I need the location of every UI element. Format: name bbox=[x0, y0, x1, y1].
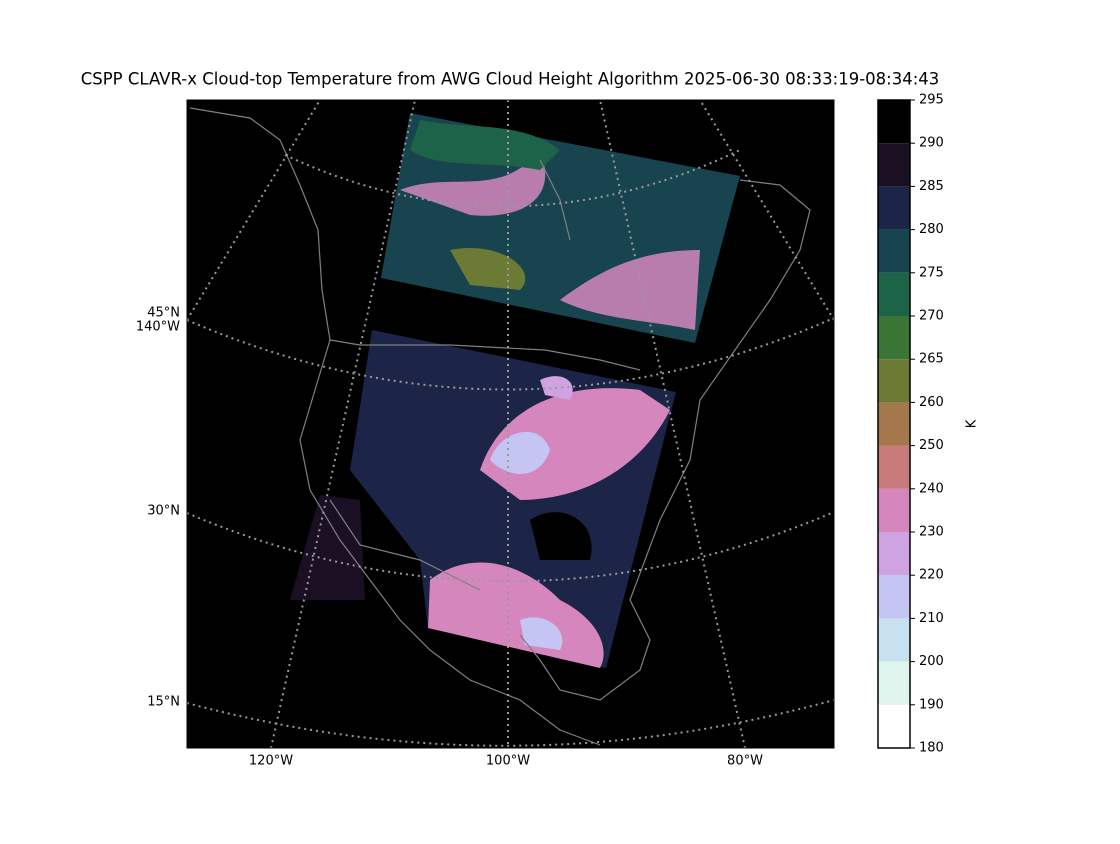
cloud-patch bbox=[410, 120, 560, 170]
colorbar-segment bbox=[878, 445, 910, 489]
colorbar: 180 190 200 210 220 230 240 250 260 265 270 275 280 2… bbox=[877, 93, 944, 756]
parallel bbox=[284, 149, 741, 208]
colorbar-segment bbox=[878, 704, 910, 748]
colorbar-segment bbox=[878, 532, 910, 576]
lon-label: 120°W bbox=[249, 754, 293, 769]
colorbar-segment bbox=[878, 575, 910, 619]
lon-label: 80°W bbox=[727, 754, 763, 769]
colorbar-segment bbox=[878, 661, 910, 705]
coastline bbox=[519, 179, 811, 701]
colorbar-tick-label: 240 bbox=[919, 481, 944, 496]
colorbar-tick-label: 295 bbox=[919, 93, 944, 108]
colorbar-segment bbox=[878, 143, 910, 187]
meridian bbox=[599, 99, 746, 749]
colorbar-tick-label: 180 bbox=[919, 741, 944, 756]
lon-label: 100°W bbox=[486, 754, 530, 769]
colorbar-tick-label: 270 bbox=[919, 309, 944, 324]
lat-label: 15°N bbox=[147, 695, 180, 710]
colorbar-segment bbox=[878, 186, 910, 230]
map-frame bbox=[186, 99, 835, 749]
colorbar-tick-label: 280 bbox=[919, 222, 944, 237]
border bbox=[329, 159, 641, 591]
coastline bbox=[189, 107, 601, 746]
lon-label: 140°W bbox=[136, 320, 180, 335]
colorbar-segment bbox=[878, 100, 910, 144]
colorbar-tick-label: 265 bbox=[919, 352, 944, 367]
colorbar-segment bbox=[878, 229, 910, 273]
colorbar-tick-label: 210 bbox=[919, 611, 944, 626]
meridian bbox=[186, 99, 321, 321]
colorbar-tick-label: 220 bbox=[919, 568, 944, 583]
colorbar-tick-label: 260 bbox=[919, 395, 944, 410]
colorbar-segment bbox=[878, 402, 910, 446]
colorbar-tick-label: 250 bbox=[919, 438, 944, 453]
colorbar-segment bbox=[878, 359, 910, 403]
clear-patch bbox=[530, 512, 592, 560]
cloud-patch bbox=[560, 250, 700, 330]
map bbox=[186, 99, 835, 749]
cloud-patch bbox=[520, 617, 563, 650]
colorbar-segment bbox=[878, 316, 910, 360]
cloud-patch bbox=[400, 150, 546, 216]
lat-label: 30°N bbox=[147, 504, 180, 519]
meridian bbox=[699, 99, 835, 321]
colorbar-segment bbox=[878, 618, 910, 662]
colorbar-tick-label: 190 bbox=[919, 697, 944, 712]
colorbar-frame bbox=[877, 99, 911, 749]
swath-west bbox=[290, 495, 365, 600]
parallel bbox=[186, 511, 835, 583]
cloud-patch bbox=[490, 431, 550, 474]
parallel bbox=[186, 317, 835, 391]
colorbar-tick-label: 275 bbox=[919, 265, 944, 280]
colorbar-segment bbox=[878, 488, 910, 532]
title: CSPP CLAVR-x Cloud-top Temperature from … bbox=[81, 70, 940, 89]
colorbar-tick-label: 200 bbox=[919, 654, 944, 669]
colorbar-tick-label: 230 bbox=[919, 525, 944, 540]
colorbar-tick-label: 290 bbox=[919, 136, 944, 151]
colorbar-label: K bbox=[965, 419, 980, 428]
colorbar-segment bbox=[878, 272, 910, 316]
colorbar-tick-label: 285 bbox=[919, 179, 944, 194]
cloud-patch bbox=[450, 248, 526, 290]
meridian bbox=[270, 99, 416, 749]
lat-label: 45°N bbox=[147, 306, 180, 321]
